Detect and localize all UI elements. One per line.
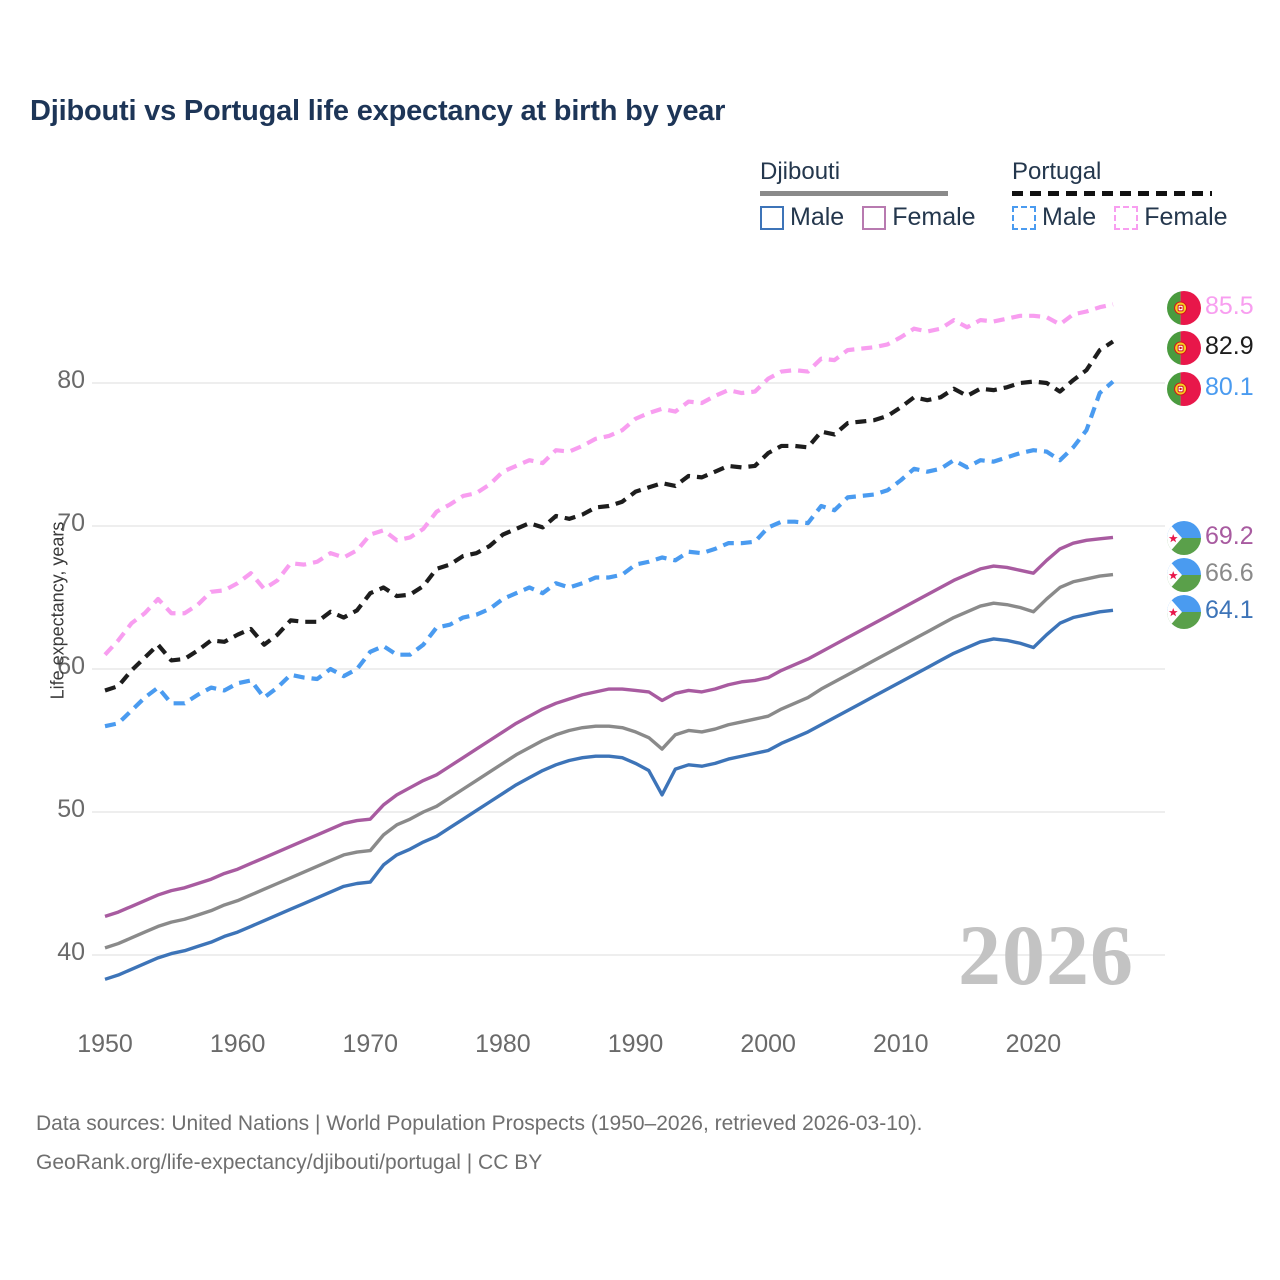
series-line-portugal-total: [104, 339, 1115, 693]
x-axis-tick: 1980: [475, 1030, 531, 1058]
legend-item-label: Male: [790, 203, 845, 231]
legend-swatch-icon: [862, 205, 887, 230]
x-axis-tick: 2010: [872, 1030, 929, 1058]
legend-item-portugal-female[interactable]: Female: [1114, 203, 1228, 232]
flag-icon-portugal: [1167, 372, 1201, 406]
flag-icon-portugal: [1167, 331, 1201, 365]
series-end-value: 85.5: [1205, 292, 1254, 320]
page-title: Djibouti vs Portugal life expectancy at …: [30, 95, 726, 127]
legend-group-portugal: Portugal Male Female: [1012, 158, 1228, 232]
flag-icon-djibouti: [1167, 595, 1201, 629]
legend-item-label: Male: [1042, 203, 1097, 231]
series-end-value: 82.9: [1205, 332, 1254, 360]
series-line-djibouti-female: [104, 535, 1114, 919]
legend-item-label: Female: [1144, 203, 1228, 231]
legend-item-djibouti-male[interactable]: Male: [760, 203, 844, 232]
legend-item-portugal-male[interactable]: Male: [1012, 203, 1096, 232]
x-axis-tick: 1960: [209, 1030, 266, 1058]
series-line-djibouti-total: [104, 572, 1114, 950]
footer-credits: Data sources: United Nations | World Pop…: [36, 1105, 922, 1183]
flag-icon-portugal: [1167, 291, 1201, 325]
flag-icon-djibouti: [1167, 521, 1201, 555]
legend-item-djibouti-female[interactable]: Female: [862, 203, 976, 232]
y-axis-label: Life expectancy, years: [47, 521, 68, 700]
series-line-portugal-female: [103, 302, 1114, 657]
legend-swatch-icon: [760, 205, 784, 230]
chart-legend: Djibouti Male Female Portugal Male Female: [760, 158, 1260, 243]
series-line-portugal-male: [104, 379, 1115, 729]
x-axis-tick: 2020: [1005, 1030, 1062, 1058]
y-axis-tick: 60: [57, 652, 85, 680]
series-end-value: 69.2: [1205, 522, 1254, 550]
year-watermark: 2026: [958, 907, 1134, 1003]
series-end-value: 64.1: [1205, 596, 1254, 624]
legend-swatch-icon: [1012, 205, 1036, 230]
y-axis-tick: 50: [57, 795, 85, 823]
x-axis-tick: 2000: [740, 1030, 796, 1058]
footer-line-1: Data sources: United Nations | World Pop…: [36, 1112, 923, 1135]
y-axis-tick: 80: [57, 366, 85, 394]
y-axis-tick: 40: [57, 938, 85, 966]
legend-country-name: Djibouti: [760, 158, 841, 185]
y-axis-tick: 70: [57, 509, 85, 537]
series-end-value: 66.6: [1205, 559, 1254, 587]
legend-country-rule: [760, 191, 948, 196]
x-axis-tick: 1970: [342, 1030, 399, 1058]
legend-item-label: Female: [892, 203, 976, 231]
legend-country-rule: [1012, 191, 1212, 196]
x-axis-tick: 1950: [77, 1030, 133, 1058]
x-axis-tick: 1990: [607, 1030, 664, 1058]
legend-swatch-icon: [1114, 205, 1139, 230]
legend-group-djibouti: Djibouti Male Female: [760, 158, 976, 232]
legend-country-name: Portugal: [1012, 158, 1102, 185]
flag-icon-djibouti: [1167, 558, 1201, 592]
footer-line-2: GeoRank.org/life-expectancy/djibouti/por…: [36, 1150, 543, 1174]
series-end-value: 80.1: [1205, 373, 1254, 401]
